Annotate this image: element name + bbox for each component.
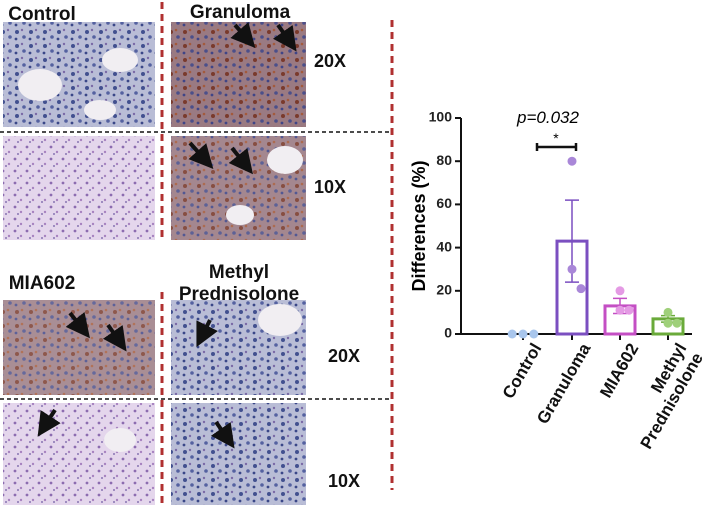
y-axis-label: Differences (%) <box>409 160 429 291</box>
data-point <box>567 156 577 166</box>
magnification: 10X <box>314 177 346 197</box>
panel-label: MIA602 <box>9 273 76 294</box>
arrows <box>37 22 297 449</box>
annotation: p=0.032 <box>516 108 579 127</box>
y-tick-label: 20 <box>436 282 452 298</box>
image <box>3 136 155 240</box>
data-point <box>624 305 634 315</box>
image <box>3 403 155 505</box>
data-point <box>576 284 586 294</box>
airspace <box>102 48 138 72</box>
micrographs <box>3 22 306 505</box>
y-tick-label: 40 <box>436 238 452 254</box>
y-tick-label: 0 <box>444 325 452 341</box>
bracket <box>535 143 578 151</box>
magnification: 10X <box>328 471 360 491</box>
magnification: 20X <box>328 346 360 366</box>
panel-label: Control <box>8 4 76 25</box>
airspace <box>84 100 116 120</box>
dividers <box>0 2 394 505</box>
panel-label: Methyl Prednisolone <box>178 262 300 305</box>
image <box>3 300 155 395</box>
y-tick-label: 80 <box>436 152 452 168</box>
data-point <box>507 329 517 339</box>
airspace <box>226 205 254 225</box>
panel-label: Granuloma <box>190 2 291 23</box>
data-point <box>529 329 539 339</box>
airspace <box>267 146 303 174</box>
data-point <box>567 264 577 274</box>
airspace <box>18 69 62 101</box>
significance: * <box>553 130 559 146</box>
y-tick-label: 60 <box>436 195 452 211</box>
data-point <box>663 307 673 317</box>
data-point <box>672 318 682 328</box>
data-point <box>615 305 625 315</box>
image <box>171 403 306 505</box>
data-point <box>615 286 625 296</box>
data-point <box>663 318 673 328</box>
y-tick-label: 100 <box>429 109 453 125</box>
data-point <box>518 329 528 339</box>
magnification: 20X <box>314 51 346 71</box>
airspace <box>258 304 302 336</box>
airspace <box>104 428 136 452</box>
